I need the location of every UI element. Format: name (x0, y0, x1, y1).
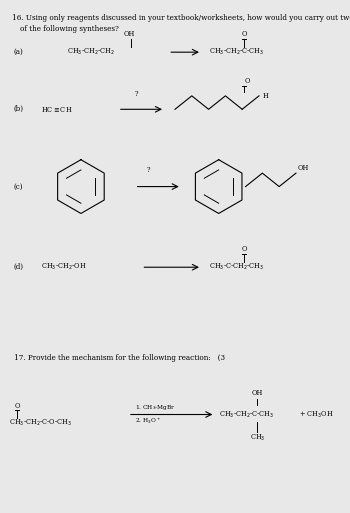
Text: (d): (d) (14, 263, 24, 271)
Text: OH: OH (124, 30, 135, 37)
Text: O: O (14, 402, 20, 410)
Text: 17. Provide the mechanism for the following reaction:   (3: 17. Provide the mechanism for the follow… (14, 354, 225, 362)
Text: of the following syntheses?: of the following syntheses? (20, 25, 119, 33)
Text: OH: OH (252, 389, 263, 397)
Text: (b): (b) (14, 105, 24, 113)
Text: + CH$_3$OH: + CH$_3$OH (299, 409, 334, 420)
Text: CH$_3$-CH$_2$-OH: CH$_3$-CH$_2$-OH (41, 262, 86, 272)
Text: HC$\equiv$CH: HC$\equiv$CH (41, 105, 72, 114)
Text: (a): (a) (14, 48, 23, 56)
Text: CH$_3$-CH$_2$-C-CH$_3$: CH$_3$-CH$_2$-C-CH$_3$ (209, 47, 264, 57)
Text: 2. H$_3$O$^+$: 2. H$_3$O$^+$ (135, 416, 161, 426)
Text: O: O (241, 30, 247, 37)
Text: H: H (262, 92, 268, 100)
Text: CH$_3$: CH$_3$ (250, 432, 265, 443)
Text: CH$_3$-CH$_2$-C-O-CH$_3$: CH$_3$-CH$_2$-C-O-CH$_3$ (9, 418, 72, 428)
Text: O: O (241, 245, 247, 253)
Text: 1. CH$_3$-MgBr: 1. CH$_3$-MgBr (135, 403, 175, 412)
Text: O: O (245, 77, 250, 85)
Text: CH$_3$-C-CH$_2$-CH$_3$: CH$_3$-C-CH$_2$-CH$_3$ (209, 262, 264, 272)
Text: OH: OH (298, 164, 309, 172)
Text: CH$_3$-CH$_2$-C-CH$_3$: CH$_3$-CH$_2$-C-CH$_3$ (219, 409, 274, 420)
Text: ?: ? (146, 166, 150, 174)
Text: (c): (c) (14, 183, 23, 190)
Text: CH$_3$-CH$_2$-CH$_2$: CH$_3$-CH$_2$-CH$_2$ (68, 47, 116, 57)
Text: 16. Using only reagents discussed in your textbook/worksheets, how would you car: 16. Using only reagents discussed in you… (12, 13, 350, 22)
Text: ?: ? (135, 90, 138, 98)
